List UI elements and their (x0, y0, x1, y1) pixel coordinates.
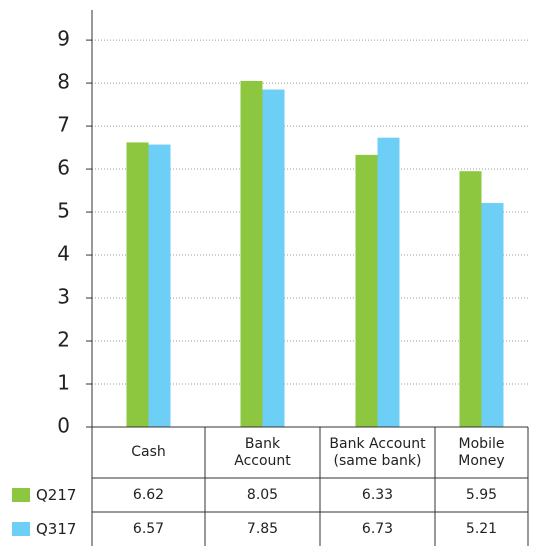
table-value: 7.85 (246, 520, 279, 537)
legend-label: Q317 (36, 519, 77, 538)
x-tick-label: Mobile Money (435, 427, 528, 478)
x-tick-label: Bank Account (same bank) (320, 427, 435, 478)
legend-entry: Q217 (0, 478, 92, 512)
category-text: Bank Account (same bank) (329, 435, 426, 469)
y-tick-label: 8 (57, 70, 70, 94)
table-value: 6.62 (132, 486, 165, 503)
legend-swatch (12, 522, 30, 536)
y-tick-label: 5 (57, 199, 70, 223)
bar (377, 137, 400, 427)
bar (148, 144, 171, 427)
category-text: Cash (131, 444, 166, 460)
x-tick-label: Cash (92, 427, 205, 478)
table-value: 8.05 (246, 486, 279, 503)
table-value: 6.57 (132, 520, 165, 537)
y-tick-label: 4 (57, 242, 70, 266)
x-tick-label: Bank Account (205, 427, 320, 478)
y-tick-label: 6 (57, 156, 70, 180)
bar (240, 80, 263, 428)
table-value: 5.95 (465, 486, 498, 503)
category-text: Mobile Money (458, 435, 505, 469)
y-tick-label: 0 (57, 414, 70, 438)
bar (262, 89, 285, 427)
bar (459, 171, 482, 427)
y-tick-label: 7 (57, 113, 70, 137)
y-tick-label: 9 (57, 27, 70, 51)
category-text: Bank Account (234, 435, 291, 469)
legend-entry: Q317 (0, 512, 92, 546)
bar (126, 142, 149, 427)
table-value: 6.73 (361, 520, 394, 537)
y-tick-label: 1 (57, 371, 70, 395)
legend-swatch (12, 488, 30, 502)
y-tick-label: 3 (57, 285, 70, 309)
table-value: 5.21 (465, 520, 498, 537)
bar (481, 203, 504, 427)
legend-label: Q217 (36, 485, 77, 504)
table-value: 6.33 (361, 486, 394, 503)
bar (355, 154, 378, 428)
y-tick-label: 2 (57, 328, 70, 352)
